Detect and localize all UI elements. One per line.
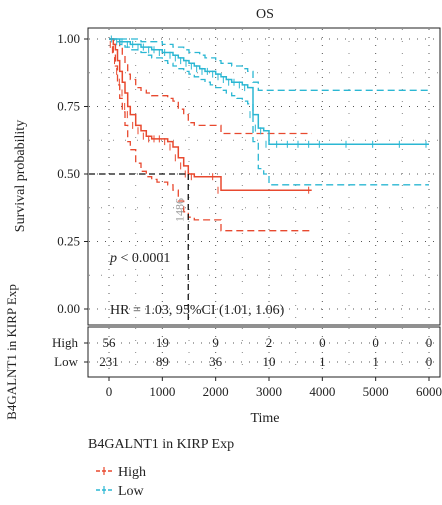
ci-lower-high bbox=[109, 38, 312, 232]
risk-count-low-1000: 89 bbox=[156, 354, 169, 369]
x-tick-label-1: 1000 bbox=[149, 384, 175, 399]
x-axis-ticks: 0 1000 2000 3000 4000 5000 6000 bbox=[106, 377, 442, 399]
risk-count-low-3000: 10 bbox=[263, 354, 276, 369]
ci-lower-low bbox=[109, 38, 429, 186]
median-survival-marker: 1486 bbox=[89, 173, 189, 324]
y-axis-ticks: 0.00 0.25 0.50 0.75 1.00 bbox=[57, 31, 88, 316]
risk-count-high-5000: 0 bbox=[372, 335, 379, 350]
chart-title: OS bbox=[256, 7, 274, 22]
risk-count-high-4000: 0 bbox=[319, 335, 326, 350]
y-tick-label-1: 0.25 bbox=[57, 234, 80, 249]
legend-label-high: High bbox=[118, 465, 146, 480]
legend-label-low: Low bbox=[118, 484, 145, 499]
risk-count-high-2000: 9 bbox=[212, 335, 219, 350]
legend-title: B4GALNT1 in KIRP Exp bbox=[88, 437, 234, 452]
x-tick-label-0: 0 bbox=[106, 384, 113, 399]
y-tick-label-4: 1.00 bbox=[57, 31, 80, 46]
y-tick-label-2: 0.50 bbox=[57, 166, 80, 181]
p-value-annotation: p < 0.0001 bbox=[109, 251, 170, 266]
y-tick-label-0: 0.00 bbox=[57, 301, 80, 316]
confidence-bands bbox=[109, 38, 429, 232]
ci-upper-low bbox=[109, 38, 429, 91]
legend-item-high: High bbox=[96, 465, 146, 480]
x-tick-label-4: 4000 bbox=[309, 384, 335, 399]
risk-count-low-5000: 1 bbox=[372, 354, 379, 369]
x-tick-label-6: 6000 bbox=[416, 384, 442, 399]
x-tick-label-2: 2000 bbox=[203, 384, 229, 399]
legend-item-low: Low bbox=[96, 484, 145, 499]
ci-upper-high bbox=[109, 38, 312, 135]
y-axis-label: Survival probability bbox=[13, 120, 28, 232]
risk-count-low-6000: 0 bbox=[426, 354, 433, 369]
x-tick-label-5: 5000 bbox=[363, 384, 389, 399]
risk-table-ylabel: B4GALNT1 in KIRP Exp bbox=[4, 284, 19, 420]
plot-frame bbox=[87, 27, 441, 326]
risk-count-high-6000: 0 bbox=[426, 335, 433, 350]
survival-curve-high bbox=[109, 38, 312, 191]
median-label: 1486 bbox=[172, 198, 186, 222]
x-tick-label-3: 3000 bbox=[256, 384, 282, 399]
y-tick-label-3: 0.75 bbox=[57, 99, 80, 114]
hazard-ratio-annotation: HR = 1.03, 95%CI (1.01, 1.06) bbox=[110, 303, 285, 318]
risk-count-low-4000: 1 bbox=[319, 354, 326, 369]
risk-row-label-high: High bbox=[52, 335, 79, 350]
risk-count-high-3000: 2 bbox=[266, 335, 273, 350]
risk-row-label-low: Low bbox=[54, 354, 78, 369]
risk-count-high-0: 56 bbox=[103, 335, 117, 350]
p-value-text: < 0.0001 bbox=[117, 251, 170, 266]
risk-table-frame bbox=[87, 326, 441, 378]
legend: B4GALNT1 in KIRP Exp High Low bbox=[88, 437, 234, 499]
p-value-symbol: p bbox=[109, 251, 117, 266]
x-axis-label: Time bbox=[250, 411, 279, 426]
main-plot-panel: 1486 0.00 0.25 0.50 0.75 1.00 bbox=[57, 27, 441, 326]
risk-count-high-1000: 19 bbox=[156, 335, 169, 350]
survival-curves bbox=[109, 35, 429, 194]
risk-count-low-0: 231 bbox=[99, 354, 119, 369]
risk-table-grid bbox=[89, 328, 439, 376]
risk-count-low-2000: 36 bbox=[209, 354, 223, 369]
